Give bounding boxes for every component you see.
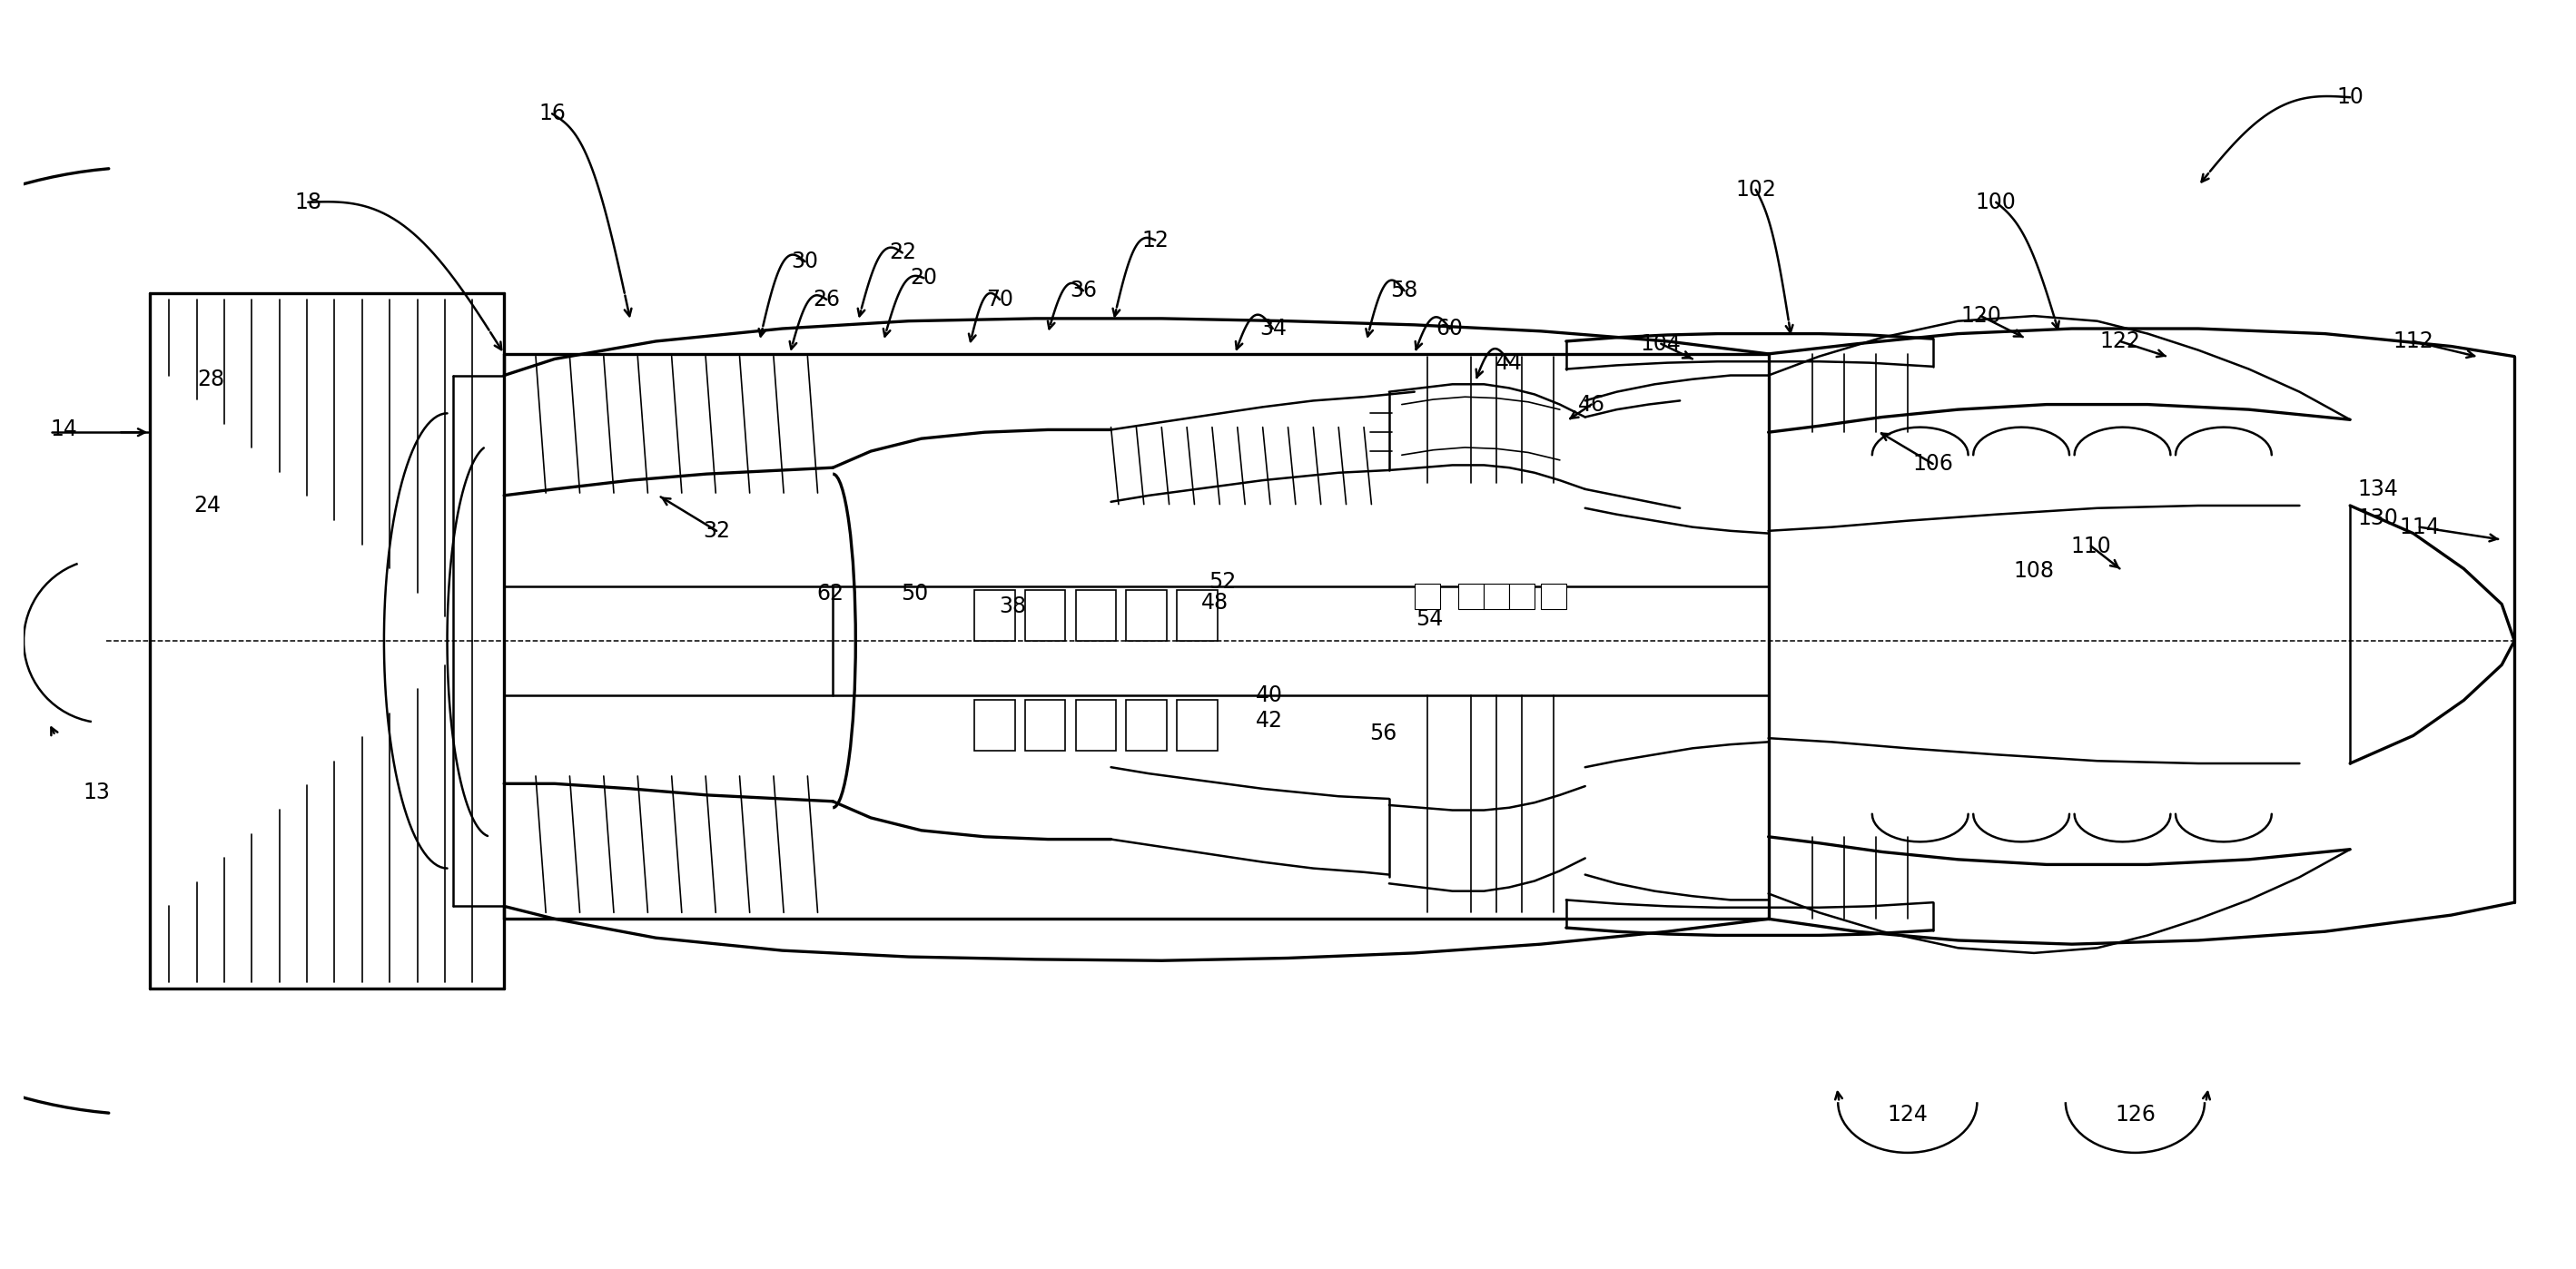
Text: 50: 50: [902, 584, 930, 605]
Bar: [1077, 590, 1115, 641]
Text: 56: 56: [1368, 722, 1396, 744]
Text: 40: 40: [1255, 684, 1283, 706]
Text: 114: 114: [2398, 516, 2439, 538]
Text: 130: 130: [2357, 508, 2398, 529]
Bar: [1077, 700, 1115, 751]
Text: 106: 106: [1911, 453, 1953, 475]
Bar: [1414, 584, 1440, 609]
Text: 52: 52: [1208, 571, 1236, 593]
Text: 32: 32: [703, 520, 729, 542]
Text: 110: 110: [2071, 536, 2112, 557]
Text: 10: 10: [2336, 86, 2365, 108]
Text: 108: 108: [2014, 561, 2056, 582]
Bar: [1510, 584, 1535, 609]
Text: 13: 13: [82, 782, 111, 803]
Text: 104: 104: [1641, 332, 1682, 354]
Bar: [1025, 590, 1066, 641]
Text: 12: 12: [1141, 230, 1170, 251]
Text: 54: 54: [1417, 608, 1443, 631]
Bar: [1126, 590, 1167, 641]
Text: 38: 38: [999, 596, 1025, 618]
Text: 120: 120: [1960, 305, 2002, 327]
Bar: [1458, 584, 1484, 609]
Text: 62: 62: [817, 584, 845, 605]
Text: 70: 70: [987, 288, 1012, 311]
Text: 126: 126: [2115, 1104, 2156, 1126]
Text: 58: 58: [1391, 279, 1419, 302]
Text: 102: 102: [1736, 179, 1777, 201]
Text: 112: 112: [2393, 330, 2434, 353]
Text: 46: 46: [1579, 393, 1605, 415]
Text: 100: 100: [1976, 192, 2017, 213]
Text: 18: 18: [294, 192, 322, 213]
Text: 44: 44: [1497, 352, 1522, 373]
Text: 24: 24: [193, 495, 222, 516]
Text: 34: 34: [1260, 317, 1285, 340]
Bar: [1540, 584, 1566, 609]
Text: 20: 20: [909, 268, 938, 289]
Text: 22: 22: [889, 242, 917, 264]
Text: 36: 36: [1069, 279, 1097, 302]
Text: 14: 14: [52, 419, 77, 440]
Text: 28: 28: [198, 368, 224, 390]
Text: 26: 26: [814, 288, 840, 311]
Bar: [1025, 700, 1066, 751]
Bar: [1177, 590, 1218, 641]
Text: 42: 42: [1255, 709, 1283, 731]
Text: 122: 122: [2099, 330, 2141, 353]
Text: 48: 48: [1200, 593, 1229, 614]
Text: 134: 134: [2357, 478, 2398, 500]
Text: 124: 124: [1888, 1104, 1927, 1126]
Bar: [1126, 700, 1167, 751]
Bar: [1177, 700, 1218, 751]
Text: 30: 30: [791, 251, 819, 273]
Text: 16: 16: [538, 103, 567, 124]
Bar: [974, 590, 1015, 641]
Text: 60: 60: [1437, 317, 1463, 340]
Bar: [974, 700, 1015, 751]
Bar: [1484, 584, 1510, 609]
